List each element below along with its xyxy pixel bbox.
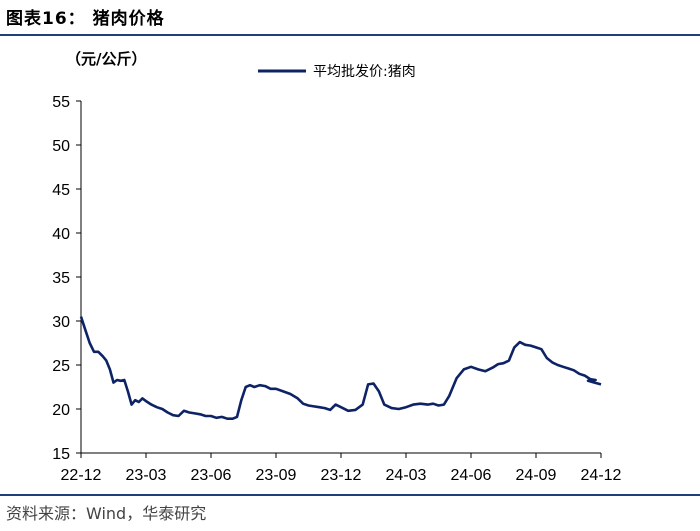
y-tick-label: 50	[52, 138, 70, 155]
x-tick-label: 23-09	[256, 467, 297, 484]
x-axis: 22-12 23-03 23-06 23-09 23-12 24-03 24-06 24-09…	[61, 452, 622, 484]
y-unit-label: （元/公斤）	[66, 50, 146, 68]
y-axis: 15 20 25 30 35 40 45 50 55	[52, 94, 82, 463]
y-tick-label: 55	[52, 94, 70, 111]
y-tick-label: 40	[52, 226, 70, 243]
source-note: 资料来源：Wind，华泰研究	[6, 504, 207, 523]
y-tick-label: 15	[52, 446, 70, 463]
x-tick-label: 24-06	[451, 467, 492, 484]
y-tick-label: 30	[52, 314, 70, 331]
legend-label: 平均批发价:猪肉	[313, 64, 416, 80]
x-tick-label: 22-12	[61, 467, 102, 484]
title-divider	[0, 34, 700, 36]
x-tick-label: 24-03	[386, 467, 427, 484]
x-tick-label: 24-09	[516, 467, 557, 484]
source-divider	[0, 494, 700, 496]
legend: 平均批发价:猪肉	[258, 64, 416, 80]
y-tick-label: 25	[52, 358, 70, 375]
figure-title: 图表16： 猪肉价格	[6, 9, 165, 29]
x-tick-label: 24-12	[581, 467, 622, 484]
y-tick-label: 35	[52, 270, 70, 287]
x-tick-label: 23-06	[191, 467, 232, 484]
y-tick-label: 20	[52, 402, 70, 419]
x-tick-label: 23-12	[321, 467, 362, 484]
x-tick-label: 23-03	[126, 467, 167, 484]
y-tick-label: 45	[52, 182, 70, 199]
series-line-pork-wholesale-price	[79, 316, 602, 420]
